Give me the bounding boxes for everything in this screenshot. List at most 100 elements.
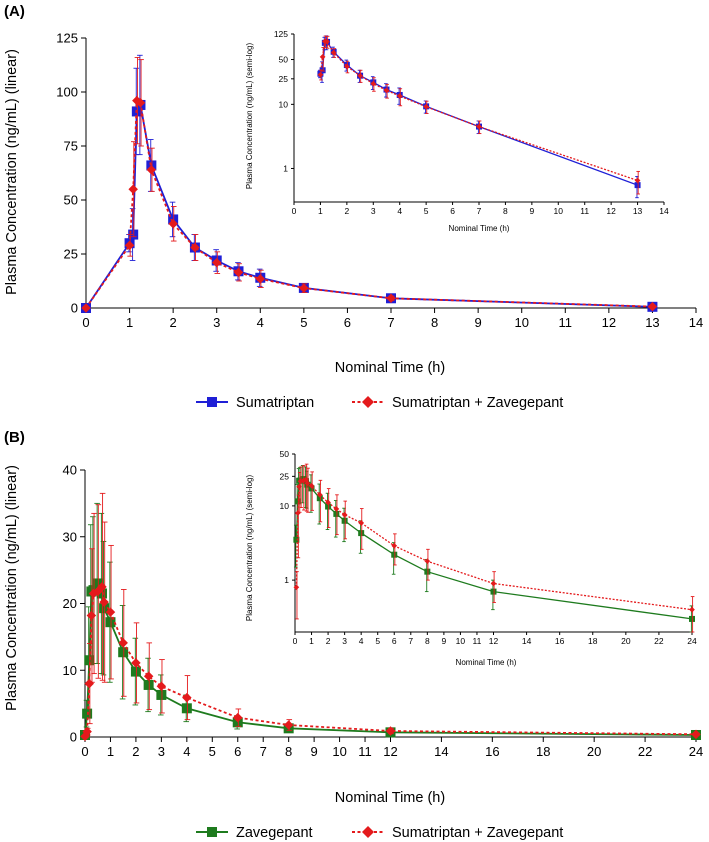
panel-b-main-x-tick-label: 5 bbox=[209, 744, 216, 759]
legend-label-combo-a: Sumatriptan + Zavegepant bbox=[392, 395, 563, 411]
panel-a-inset-series-combination-point bbox=[476, 123, 482, 130]
panel-b-main-x-tick-label: 9 bbox=[311, 744, 318, 759]
panel-a: (A) Plasma Concentration (ng/mL) (linear… bbox=[4, 3, 703, 411]
panel-a-inset-x-tick-label: 5 bbox=[424, 206, 429, 216]
panel-a-inset-series-primary-point bbox=[634, 182, 641, 189]
panel-b-main-x-tick-label: 7 bbox=[260, 744, 267, 759]
legend-label-zavegepant: Zavegepant bbox=[236, 825, 313, 841]
panel-a-main-x-tick-label: 5 bbox=[300, 315, 307, 330]
panel-a-main-x-tick-label: 0 bbox=[82, 315, 89, 330]
panel-a-main-y-tick-label: 100 bbox=[56, 85, 78, 100]
panel-a-main-series-combination-point bbox=[386, 293, 396, 304]
panel-b-inset-x-tick-label: 1 bbox=[309, 636, 314, 646]
panel-b-main-series-primary-point bbox=[96, 588, 107, 599]
panel-a-main-y-tick-label: 25 bbox=[64, 247, 78, 262]
panel-b-main-x-tick-label: 6 bbox=[234, 744, 241, 759]
panel-a-main-series-combination-point bbox=[128, 184, 138, 194]
panel-b-main-x-tick-label: 12 bbox=[383, 744, 397, 759]
panel-a-inset-x-tick-label: 6 bbox=[450, 206, 455, 216]
panel-b-inset-series-combination-point bbox=[293, 584, 300, 591]
panel-a-main-y-tick-label: 75 bbox=[64, 139, 78, 154]
panel-b-inset-x-tick-label: 4 bbox=[359, 636, 364, 646]
panel-a-main-x-tick-label: 12 bbox=[602, 315, 616, 330]
panel-b-main-x-tick-label: 22 bbox=[638, 744, 652, 759]
panel-a-label: (A) bbox=[4, 3, 25, 20]
panel-a-inset-x-tick-label: 1 bbox=[318, 206, 323, 216]
panel-b-inset-x-tick-label: 14 bbox=[522, 636, 532, 646]
panel-a-main-series-combination-line bbox=[85, 99, 653, 309]
panel-a-main-x-tick-label: 6 bbox=[344, 315, 351, 330]
panel-b-main-series-combination-point bbox=[118, 638, 128, 648]
panel-b-main-series-primary-point bbox=[181, 703, 192, 714]
panel-b-main-y-tick-label: 40 bbox=[63, 463, 77, 478]
legend-label-sumatriptan: Sumatriptan bbox=[236, 395, 314, 411]
panel-b-inset-series-combination-point bbox=[424, 558, 431, 565]
panel-b-main-series-primary-point bbox=[156, 689, 167, 700]
panel-a-main-series-combination-point bbox=[233, 267, 244, 278]
panel-b-main-series-primary bbox=[80, 502, 701, 740]
panel-a-inset-x-tick-label: 10 bbox=[554, 206, 564, 216]
panel-a-inset-series-combination-point bbox=[357, 72, 363, 79]
panel-a-inset-series-combination-point bbox=[319, 54, 326, 60]
panel-a-inset-series-primary-line bbox=[319, 41, 638, 186]
panel-b-main-series-combination-point bbox=[385, 726, 396, 736]
panel-b-legend: Zavegepant Sumatriptan + Zavegepant bbox=[196, 825, 563, 841]
panel-b-y-axis-label: Plasma Concentration (ng/mL) (linear) bbox=[4, 465, 20, 711]
panel-b-inset-series-primary-point bbox=[424, 568, 431, 575]
panel-a-main-series-primary-point bbox=[128, 229, 139, 240]
panel-a-y-axis-label: Plasma Concentration (ng/mL) (linear) bbox=[4, 49, 20, 295]
panel-b-main-y-tick-label: 30 bbox=[63, 529, 77, 544]
legend-sumatriptan: Sumatriptan bbox=[196, 395, 314, 411]
panel-b-inset-series-combination-point bbox=[689, 606, 695, 613]
panel-b-label: (B) bbox=[4, 429, 25, 446]
panel-a-main-series-combination-point bbox=[211, 257, 222, 268]
panel-a-main-x-tick-label: 7 bbox=[387, 315, 394, 330]
panel-b-inset-x-tick-label: 24 bbox=[687, 636, 697, 646]
panel-a-inset-x-tick-label: 2 bbox=[344, 206, 349, 216]
panel-a-inset-x-tick-label: 11 bbox=[580, 206, 589, 216]
panel-b-inset-x-tick-label: 6 bbox=[392, 636, 397, 646]
panel-b-main-x-tick-label: 3 bbox=[158, 744, 165, 759]
panel-a-inset-series-primary bbox=[317, 35, 641, 199]
panel-a-main-x-tick-label: 14 bbox=[689, 315, 703, 330]
legend-sumatriptan-zavegepant: Sumatriptan + Zavegepant bbox=[352, 395, 563, 411]
panel-b-inset-series-primary-point bbox=[293, 536, 300, 543]
panel-a-inset-series-combination-point bbox=[344, 63, 350, 70]
panel-a-inset-x-tick-label: 9 bbox=[529, 206, 534, 216]
panel-a-main-series-combination-point bbox=[135, 98, 146, 108]
panel-a-main-y-tick-label: 0 bbox=[71, 301, 78, 316]
panel-a-inset-x-tick-label: 4 bbox=[397, 206, 402, 216]
panel-b-inset-series-combination-point bbox=[304, 480, 311, 487]
panel-a-inset-series-combination-point bbox=[634, 177, 641, 184]
panel-a-main-series-primary bbox=[81, 54, 658, 313]
panel-b-inset-x-tick-label: 5 bbox=[375, 636, 380, 646]
panel-a-x-axis-label: Nominal Time (h) bbox=[335, 360, 445, 376]
panel-b-inset-series-combination-point bbox=[297, 478, 304, 485]
panel-b-main-series-combination bbox=[80, 492, 701, 742]
panel-b-inset-series-combination-point bbox=[358, 520, 365, 526]
panel-b-inset-x-tick-label: 16 bbox=[555, 636, 565, 646]
panel-b-main-y-tick-label: 0 bbox=[70, 730, 77, 745]
panel-b-inset-series-primary-point bbox=[333, 510, 340, 517]
panel-a-main-series-combination-point bbox=[81, 303, 91, 313]
panel-a-inset-x-tick-label: 14 bbox=[659, 206, 669, 216]
panel-a-main-series-combination-point bbox=[647, 301, 658, 312]
panel-b-main-series-primary-point bbox=[118, 647, 129, 658]
panel-b-main-series-primary-point bbox=[105, 617, 116, 628]
legend-marker-combo-b bbox=[362, 826, 374, 838]
panel-b-main-series-combination-point bbox=[143, 671, 154, 682]
panel-b-inset-series-primary-point bbox=[341, 517, 348, 524]
panel-b-main-series-combination-point bbox=[84, 678, 95, 689]
panel-a-main-x-tick-label: 9 bbox=[475, 315, 482, 330]
panel-b-inset-series-primary-point bbox=[490, 588, 497, 595]
panel-a-main-series-combination-point bbox=[190, 242, 200, 253]
panel-a-inset-series-combination-point bbox=[423, 103, 429, 110]
panel-a-inset-x-tick-label: 12 bbox=[606, 206, 616, 216]
legend-label-combo-b: Sumatriptan + Zavegepant bbox=[392, 825, 563, 841]
panel-b-main-x-tick-label: 10 bbox=[332, 744, 346, 759]
panel-b-inset-x-tick-label: 9 bbox=[442, 636, 447, 646]
legend-sumatriptan-zavegepant-b: Sumatriptan + Zavegepant bbox=[352, 825, 563, 841]
